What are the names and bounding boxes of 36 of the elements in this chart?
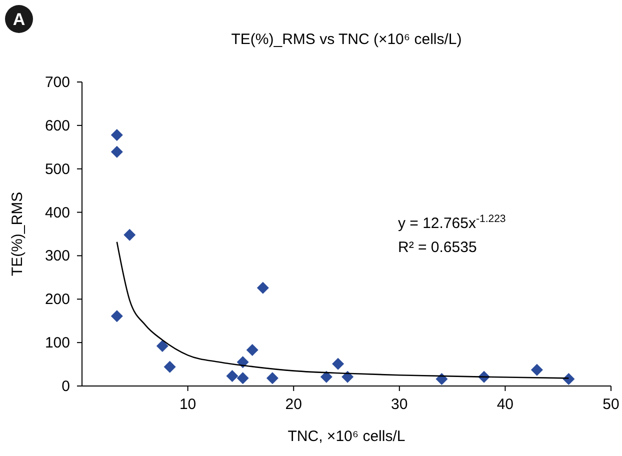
point: [110, 128, 123, 141]
y-tick-label: 700: [44, 74, 70, 91]
annotation: y = 12.765x$^{-1.223}$: [398, 213, 506, 232]
y-tick-label: 200: [44, 291, 70, 308]
chart-title: TE(%)_RMS vs TNC (×10⁶ cells/L): [231, 31, 462, 48]
x-tick-label: 30: [391, 396, 408, 413]
point: [320, 370, 332, 383]
point: [436, 373, 448, 386]
x-axis-title: TNC, ×10⁶ cells/L: [288, 428, 406, 445]
point: [266, 372, 278, 384]
y-tick-label: 500: [44, 160, 70, 178]
point: [124, 228, 136, 241]
point: [530, 364, 543, 376]
point: [246, 344, 258, 356]
point: [236, 372, 249, 384]
x-tick-label: 10: [179, 396, 196, 413]
point: [256, 282, 269, 294]
y-tick-label: 600: [44, 117, 70, 134]
text: A: [12, 10, 26, 29]
y-tick-label: 100: [44, 334, 70, 352]
point: [342, 370, 354, 383]
x-tick-label: 40: [496, 396, 514, 413]
point: [332, 358, 344, 370]
point: [164, 360, 176, 373]
y-tick-label: 300: [44, 248, 70, 265]
annotation: R² = 0.6535: [398, 239, 477, 256]
y-tick-label: 0: [62, 378, 70, 395]
point: [236, 356, 249, 368]
x-tick-label: 50: [602, 396, 620, 413]
x-tick-label: 20: [285, 396, 302, 413]
y-tick-label: 400: [44, 204, 70, 222]
point: [226, 370, 238, 382]
point: [110, 310, 123, 322]
point: [110, 146, 123, 158]
point: [156, 340, 168, 352]
y-axis-title: TE(%)_RMS: [9, 192, 26, 276]
